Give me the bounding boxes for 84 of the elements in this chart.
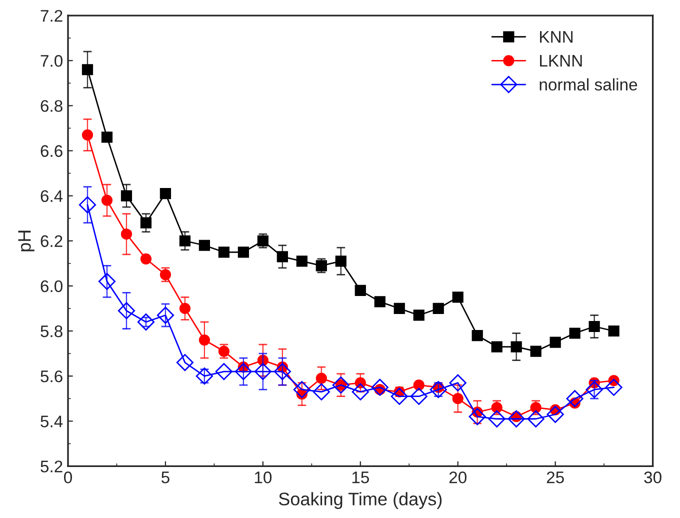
point: [371, 378, 388, 396]
point: [510, 341, 522, 352]
y-tick-label: 5.2: [40, 460, 62, 472]
x-tick-label: 25: [546, 472, 564, 484]
legend-label: LKNN: [540, 55, 582, 66]
point: [274, 363, 291, 380]
point: [218, 246, 230, 258]
point: [430, 381, 447, 398]
x-tick-label: 30: [644, 472, 662, 484]
point: [156, 306, 174, 324]
point: [508, 410, 525, 428]
point: [198, 334, 210, 346]
point: [354, 284, 366, 296]
point: [566, 390, 584, 408]
point: [198, 240, 210, 251]
point: [413, 380, 424, 391]
point: [449, 374, 466, 392]
point: [215, 363, 232, 380]
point: [374, 296, 386, 308]
point: [550, 336, 561, 348]
x-tick-label: 10: [254, 472, 272, 484]
legend-label: KNN: [540, 31, 573, 43]
point: [413, 310, 424, 321]
point: [254, 363, 272, 380]
y-tick-label: 6.8: [40, 100, 62, 112]
point: [410, 388, 428, 405]
point: [452, 393, 464, 404]
point: [352, 383, 369, 400]
point: [546, 406, 564, 423]
point: [238, 246, 249, 258]
point: [160, 188, 172, 200]
point: [296, 256, 308, 267]
y-axis-title: pH: [18, 230, 34, 252]
x-axis-title: Soaking Time (days): [278, 492, 442, 509]
point: [140, 253, 152, 264]
point: [176, 354, 194, 372]
point: [312, 383, 330, 400]
point: [137, 313, 155, 331]
point: [468, 408, 486, 426]
point: [101, 194, 113, 206]
x-tick-label: 15: [352, 472, 369, 484]
point: [332, 376, 350, 394]
point: [335, 256, 346, 267]
y-tick-label: 5.8: [40, 325, 62, 338]
y-tick-label: 7.0: [40, 55, 62, 67]
point: [488, 410, 506, 428]
point: [588, 320, 600, 332]
y-tick-label: 6.4: [40, 190, 63, 202]
point: [179, 302, 191, 314]
legend-label: normal saline: [540, 78, 638, 91]
point: [196, 368, 214, 385]
y-tick-label: 5.4: [40, 416, 63, 428]
point: [569, 328, 580, 339]
y-tick-label: 5.6: [40, 370, 62, 382]
y-tick-label: 7.2: [40, 10, 62, 22]
point: [120, 190, 132, 202]
point: [390, 388, 408, 405]
point: [432, 302, 444, 314]
point: [234, 363, 252, 380]
point: [78, 196, 96, 214]
point: [491, 341, 502, 352]
point: [140, 217, 152, 228]
point: [101, 132, 113, 143]
point: [82, 129, 94, 141]
point: [472, 330, 483, 342]
point: [82, 64, 94, 76]
point: [527, 410, 544, 428]
point: [530, 346, 542, 357]
x-tick-label: 0: [64, 472, 72, 484]
y-tick-label: 6.0: [40, 280, 62, 292]
point: [394, 302, 405, 314]
point: [608, 325, 620, 337]
point: [179, 235, 191, 246]
x-tick-label: 20: [449, 472, 466, 484]
point: [586, 381, 603, 398]
point: [452, 292, 464, 303]
y-tick-label: 6.6: [40, 145, 62, 157]
point: [276, 251, 288, 262]
point: [118, 302, 136, 320]
point: [605, 378, 622, 396]
y-tick-label: 6.2: [40, 235, 62, 248]
x-tick-label: 5: [162, 472, 170, 484]
point: [98, 272, 116, 290]
point: [293, 381, 310, 398]
